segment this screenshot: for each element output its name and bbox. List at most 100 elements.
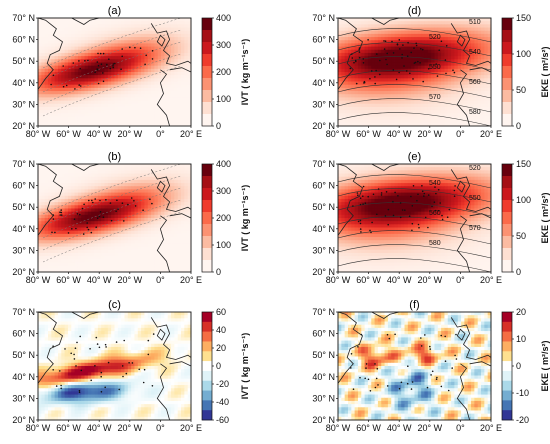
field-cell bbox=[144, 192, 149, 197]
field-cell bbox=[174, 49, 179, 54]
field-cell bbox=[417, 30, 422, 35]
field-cell bbox=[77, 78, 82, 82]
field-cell bbox=[391, 65, 395, 70]
field-cell bbox=[437, 81, 442, 86]
field-cell bbox=[461, 116, 465, 121]
field-cell bbox=[44, 91, 49, 95]
field-cell bbox=[81, 37, 85, 41]
field-cell bbox=[174, 119, 179, 124]
field-cell bbox=[164, 227, 169, 232]
field-cell bbox=[457, 59, 462, 63]
field-cell bbox=[377, 68, 382, 73]
field-cell bbox=[474, 97, 479, 101]
field-cell bbox=[41, 94, 46, 98]
field-cell bbox=[157, 119, 162, 124]
field-cell bbox=[427, 68, 432, 73]
field-cell bbox=[111, 37, 115, 41]
field-cell bbox=[131, 27, 135, 32]
significance-dot bbox=[54, 231, 56, 234]
field-cell bbox=[457, 119, 462, 124]
field-cell bbox=[114, 68, 119, 73]
field-cell bbox=[394, 103, 399, 108]
field-cell bbox=[71, 208, 75, 213]
field-cell bbox=[417, 122, 422, 127]
colorbar-swatch bbox=[202, 18, 212, 31]
field-cell bbox=[187, 205, 192, 209]
field-cell bbox=[481, 103, 485, 108]
colorbar-frame bbox=[501, 17, 513, 127]
significance-dot bbox=[403, 65, 405, 67]
field-cell bbox=[81, 262, 85, 267]
field-cell bbox=[157, 68, 162, 73]
field-cell bbox=[84, 164, 89, 168]
field-cell bbox=[397, 116, 402, 121]
field-cell bbox=[104, 65, 109, 70]
field-cell bbox=[51, 173, 56, 178]
field-cell bbox=[437, 49, 442, 54]
field-cell bbox=[411, 75, 415, 79]
field-cell bbox=[91, 227, 95, 232]
field-cell bbox=[434, 91, 439, 95]
field-cell bbox=[131, 68, 135, 73]
dashed-contour bbox=[42, 17, 182, 69]
field-cell bbox=[51, 87, 56, 92]
field-cell bbox=[477, 97, 482, 101]
field-cell bbox=[67, 256, 72, 260]
field-cell bbox=[44, 87, 49, 92]
field-cell bbox=[374, 46, 379, 51]
field-cell bbox=[47, 246, 52, 251]
field-cell bbox=[167, 78, 172, 82]
field-cell bbox=[64, 113, 69, 117]
field-cell bbox=[338, 97, 342, 101]
field-cell bbox=[441, 97, 445, 101]
field-cell bbox=[397, 72, 402, 76]
field-cell bbox=[38, 237, 42, 241]
field-cell bbox=[437, 91, 442, 95]
field-cell bbox=[357, 65, 362, 70]
field-cell bbox=[394, 110, 399, 114]
field-cell bbox=[344, 52, 349, 57]
panel-a: (a)70° N60° N50° N40° N30° N20° N80° W 60… bbox=[12, 5, 250, 139]
field-cell bbox=[38, 59, 42, 63]
field-cell bbox=[181, 18, 185, 22]
field-cell bbox=[77, 37, 82, 41]
field-cell bbox=[74, 59, 79, 63]
field-cell bbox=[177, 81, 182, 86]
field-cell bbox=[131, 218, 135, 222]
field-cell bbox=[341, 68, 346, 73]
field-cell bbox=[454, 65, 459, 70]
colorbar-swatch bbox=[502, 54, 512, 67]
field-cell bbox=[77, 233, 82, 238]
field-cell bbox=[467, 97, 472, 101]
field-cell bbox=[77, 87, 82, 92]
field-cell bbox=[151, 33, 155, 38]
field-cell bbox=[411, 40, 415, 44]
field-cell bbox=[351, 94, 356, 98]
field-cell bbox=[357, 100, 362, 105]
field-cell bbox=[81, 205, 85, 209]
field-cell bbox=[137, 230, 142, 235]
field-cell bbox=[104, 21, 109, 25]
field-cell bbox=[54, 68, 59, 73]
field-cell bbox=[364, 87, 369, 92]
field-cell bbox=[174, 97, 179, 101]
field-cell bbox=[371, 52, 375, 57]
significance-dot bbox=[74, 88, 76, 90]
field-cell bbox=[187, 268, 192, 273]
field-cell bbox=[361, 100, 366, 105]
field-cell bbox=[101, 103, 105, 108]
field-cell bbox=[404, 94, 409, 98]
field-cell bbox=[81, 170, 85, 174]
field-cell bbox=[354, 75, 359, 79]
field-cell bbox=[444, 30, 449, 35]
field-cell bbox=[77, 252, 82, 257]
field-cell bbox=[107, 49, 112, 54]
field-cell bbox=[97, 68, 102, 73]
field-cell bbox=[391, 24, 395, 28]
field-cell bbox=[141, 202, 145, 206]
field-cell bbox=[47, 24, 52, 28]
field-cell bbox=[391, 21, 395, 25]
field-cell bbox=[338, 75, 342, 79]
field-cell bbox=[161, 94, 165, 98]
field-cell bbox=[124, 183, 129, 187]
